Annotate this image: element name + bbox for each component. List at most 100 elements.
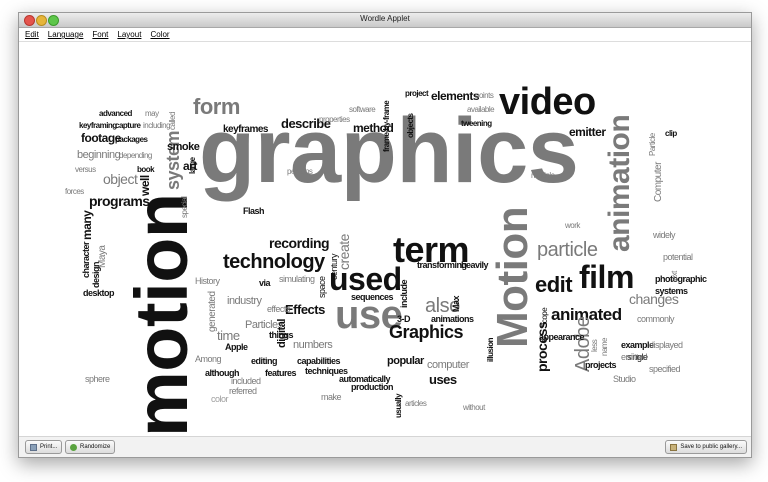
cloud-word[interactable]: frame-by-frame [382, 100, 391, 152]
cloud-word[interactable]: book [137, 165, 156, 174]
cloud-word[interactable]: appearance [539, 332, 585, 342]
cloud-word[interactable]: film [579, 259, 634, 295]
cloud-word[interactable]: process [534, 321, 550, 372]
cloud-word[interactable]: animated [551, 305, 622, 324]
cloud-word[interactable]: 3-D [397, 314, 412, 324]
cloud-word[interactable]: properties [319, 115, 351, 124]
cloud-word[interactable]: automatically [339, 374, 391, 384]
menu-layout[interactable]: Layout [117, 30, 142, 39]
cloud-word[interactable]: animations [431, 314, 475, 324]
cloud-word[interactable]: Particles [245, 319, 284, 331]
cloud-word[interactable]: special [180, 196, 189, 218]
cloud-word[interactable]: create [336, 233, 352, 270]
cloud-word[interactable]: packages [115, 135, 149, 144]
cloud-word[interactable]: widely [652, 230, 677, 240]
close-window-icon[interactable] [24, 15, 35, 26]
cloud-word[interactable]: animation [603, 115, 636, 252]
cloud-word[interactable]: depending [119, 151, 152, 160]
cloud-word[interactable]: footage [81, 131, 122, 145]
cloud-word[interactable]: commonly [637, 314, 676, 324]
cloud-word[interactable]: sequences [351, 292, 394, 302]
cloud-word[interactable]: make [321, 392, 342, 402]
cloud-word[interactable]: industry [227, 295, 263, 307]
zoom-window-icon[interactable] [48, 15, 59, 26]
cloud-word[interactable]: system [163, 131, 183, 190]
cloud-word[interactable]: advanced [99, 109, 133, 118]
cloud-word[interactable]: displayed [649, 340, 684, 350]
cloud-word[interactable]: elements [431, 89, 480, 103]
menu-edit[interactable]: Edit [25, 30, 39, 39]
cloud-word[interactable]: many [80, 210, 94, 240]
cloud-word[interactable]: project [405, 89, 430, 98]
cloud-word[interactable]: emitted [621, 352, 648, 362]
cloud-word[interactable]: graphics [199, 100, 579, 202]
cloud-word[interactable]: edit [535, 272, 574, 297]
word-cloud-canvas[interactable]: graphics motion Motion animation video term us… [19, 42, 751, 436]
cloud-word[interactable]: History [195, 276, 221, 286]
cloud-word[interactable]: include [399, 280, 409, 308]
cloud-word[interactable]: uses [429, 372, 457, 387]
cloud-word[interactable]: popular [387, 355, 426, 367]
cloud-word[interactable]: software [349, 105, 377, 114]
cloud-word[interactable]: although [205, 368, 240, 378]
cloud-word[interactable]: design [91, 262, 101, 288]
cloud-word[interactable]: century [329, 253, 339, 280]
cloud-word[interactable]: potential [663, 252, 694, 262]
cloud-word[interactable]: features [265, 368, 297, 378]
menu-font[interactable]: Font [92, 30, 109, 39]
cloud-word[interactable]: digital [276, 319, 288, 348]
cloud-word[interactable]: capture [115, 121, 142, 130]
cloud-word[interactable]: also [425, 295, 461, 317]
cloud-word[interactable]: techniques [305, 366, 349, 376]
cloud-word[interactable]: Adobe [572, 316, 594, 372]
cloud-word[interactable]: describe [281, 116, 331, 131]
cloud-word[interactable]: form [193, 94, 240, 119]
cloud-word[interactable]: transforming [417, 260, 467, 270]
cloud-word[interactable]: projects [585, 360, 617, 370]
cloud-word[interactable]: tweening [461, 119, 493, 128]
randomize-button[interactable]: Randomize [65, 440, 116, 454]
cloud-word[interactable]: illusion [486, 337, 495, 362]
cloud-word[interactable]: Graphics [389, 322, 464, 342]
cloud-word[interactable]: technology [223, 251, 327, 273]
cloud-word[interactable]: articles [405, 399, 427, 408]
cloud-word[interactable]: recording [269, 235, 330, 251]
cloud-word[interactable]: may [145, 109, 160, 118]
cloud-word[interactable]: Flash [243, 206, 265, 216]
cloud-word[interactable]: generated [207, 291, 218, 332]
cloud-word[interactable]: term [393, 229, 470, 270]
cloud-word[interactable]: color [211, 394, 229, 404]
cloud-word[interactable]: numbers [293, 339, 334, 351]
cloud-word[interactable]: computer [427, 359, 470, 371]
cloud-word[interactable]: Studio [613, 374, 637, 384]
cloud-word[interactable]: name [600, 337, 609, 356]
cloud-word[interactable]: emitter [569, 125, 607, 139]
cloud-word[interactable]: systems [655, 286, 689, 296]
cloud-word[interactable]: points [475, 91, 494, 100]
cloud-word[interactable]: included [231, 376, 262, 386]
cloud-word[interactable]: versus [75, 165, 97, 174]
menu-color[interactable]: Color [150, 30, 170, 39]
cloud-word[interactable]: object [103, 171, 138, 187]
cloud-word[interactable]: large [188, 156, 197, 174]
cloud-word[interactable]: less [590, 339, 599, 352]
cloud-word[interactable]: Computer [653, 161, 664, 202]
cloud-word[interactable]: time [217, 328, 240, 343]
cloud-word[interactable]: perhaps [287, 167, 313, 176]
cloud-word[interactable]: Among [195, 354, 222, 364]
cloud-word[interactable]: single [627, 352, 649, 362]
cloud-word[interactable]: Scope [540, 307, 549, 328]
cloud-word[interactable]: effects [267, 304, 291, 314]
cloud-word[interactable]: forces [65, 187, 85, 196]
cloud-word[interactable]: including [143, 121, 171, 130]
cloud-word[interactable]: smoke [167, 141, 200, 153]
cloud-word[interactable]: Maya [97, 245, 108, 268]
cloud-word[interactable]: used [329, 261, 402, 297]
cloud-word[interactable]: editing [251, 356, 278, 366]
cloud-word[interactable]: simulating [279, 274, 316, 284]
cloud-word[interactable]: clip [665, 129, 678, 138]
cloud-word[interactable]: video [499, 81, 596, 123]
cloud-word[interactable]: capabilities [297, 356, 341, 366]
cloud-word[interactable]: via [259, 278, 272, 288]
cloud-word[interactable]: Effects [285, 302, 326, 317]
